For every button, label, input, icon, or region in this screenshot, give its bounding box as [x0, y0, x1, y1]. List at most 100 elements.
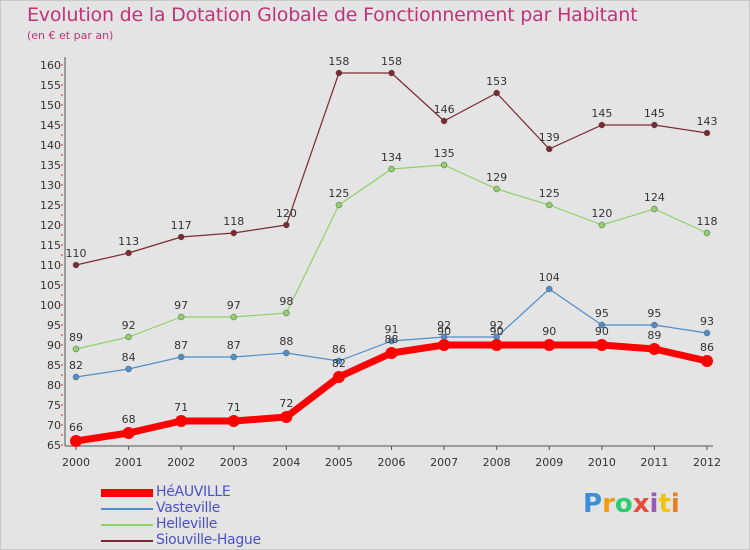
data-label: 95 [647, 307, 661, 320]
data-label: 158 [381, 55, 402, 68]
logo-letter: i [649, 489, 659, 519]
series-line [75, 164, 708, 350]
x-tick-label: 2009 [535, 456, 563, 469]
x-axis-ticks: 2000 2001 2002 2003 2004 2005 2006 2007 2008 2009… [62, 446, 721, 469]
data-point [701, 355, 713, 367]
data-label: 91 [385, 323, 399, 336]
y-tick-label: 160 [40, 59, 61, 72]
data-label: 71 [174, 401, 188, 414]
data-label: 86 [332, 343, 346, 356]
data-point [177, 313, 185, 321]
y-tick-label: 120 [40, 219, 61, 232]
data-label: 92 [437, 319, 451, 332]
data-point [546, 145, 553, 153]
x-tick-label: 2004 [272, 456, 300, 469]
legend-label: Helleville [156, 516, 218, 532]
data-label: 158 [328, 55, 349, 68]
data-label: 95 [595, 307, 609, 320]
legend-swatch [101, 489, 153, 497]
logo-letter: x [632, 489, 650, 519]
data-label: 86 [700, 341, 714, 354]
data-point [72, 261, 80, 269]
x-tick-label: 2012 [693, 456, 721, 469]
y-tick-label: 130 [40, 179, 61, 192]
x-tick-label: 2002 [167, 456, 195, 469]
data-point [651, 205, 658, 213]
chart-title: Evolution de la Dotation Globale de Fonc… [27, 4, 638, 26]
series-group [70, 69, 713, 447]
legend-label: Vasteville [156, 500, 221, 516]
data-label: 72 [279, 397, 293, 410]
x-tick-label: 2000 [62, 456, 90, 469]
data-point [332, 371, 345, 383]
y-tick-label: 75 [47, 399, 61, 412]
y-tick-label: 90 [47, 339, 61, 352]
y-tick-label: 110 [40, 259, 61, 272]
data-label: 88 [279, 335, 293, 348]
data-point [125, 365, 132, 373]
legend-swatch [101, 508, 153, 510]
data-label: 89 [647, 329, 661, 342]
y-tick-label: 135 [40, 159, 61, 172]
data-point [546, 285, 553, 293]
data-label: 90 [490, 325, 504, 338]
y-tick-label: 115 [40, 239, 61, 252]
data-label: 145 [591, 107, 612, 120]
logo-letter: i [670, 489, 680, 519]
data-label: 82 [332, 357, 346, 370]
y-tick-label: 85 [47, 359, 61, 372]
proxiti-logo: Proxiti [583, 489, 680, 519]
y-tick-label: 125 [40, 199, 61, 212]
data-point [280, 411, 293, 423]
y-tick-label: 100 [40, 299, 61, 312]
legend-label: HéAUVILLE [156, 484, 231, 500]
data-label: 71 [227, 401, 241, 414]
data-label: 89 [69, 331, 83, 344]
data-label: 90 [437, 325, 451, 338]
data-point [493, 185, 500, 193]
y-tick-label: 105 [40, 279, 61, 292]
data-label: 84 [122, 351, 136, 364]
legend-swatch [101, 540, 153, 542]
data-point [651, 121, 658, 129]
data-point [648, 343, 661, 355]
data-point [230, 229, 237, 237]
logo-letter: t [658, 489, 671, 519]
data-label: 82 [69, 359, 83, 372]
data-label: 87 [227, 339, 241, 352]
data-point [388, 69, 395, 77]
data-point [598, 121, 606, 129]
data-label: 90 [542, 325, 556, 338]
data-label: 68 [122, 413, 136, 426]
data-point [703, 229, 711, 237]
data-point [651, 321, 658, 329]
data-label: 153 [486, 75, 507, 88]
data-point [598, 321, 606, 329]
data-label: 120 [591, 207, 612, 220]
data-label: 125 [539, 187, 560, 200]
data-label: 110 [66, 247, 87, 260]
data-point [283, 349, 290, 357]
data-point [125, 249, 132, 257]
data-label: 117 [171, 219, 192, 232]
data-point [177, 233, 185, 241]
y-tick-label: 95 [47, 319, 61, 332]
data-label: 145 [644, 107, 665, 120]
y-tick-label: 80 [47, 379, 61, 392]
y-tick-label: 145 [40, 119, 61, 132]
data-point [175, 415, 188, 427]
data-label: 88 [385, 333, 399, 346]
data-label: 134 [381, 151, 402, 164]
legend-swatch [101, 524, 153, 526]
data-point [227, 415, 240, 427]
data-label: 66 [69, 421, 83, 434]
y-tick-label: 155 [40, 79, 61, 92]
data-point [388, 165, 395, 173]
data-point [388, 337, 395, 345]
x-tick-label: 2008 [483, 456, 511, 469]
data-point [122, 427, 135, 439]
data-point [283, 221, 290, 229]
data-point [125, 333, 132, 341]
data-point [440, 117, 448, 125]
y-tick-label: 140 [40, 139, 61, 152]
